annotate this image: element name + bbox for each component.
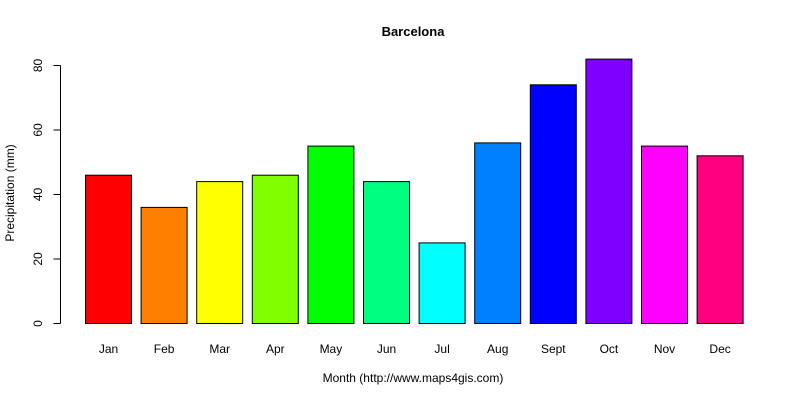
- x-tick-label: Oct: [600, 342, 619, 356]
- x-tick-label: Apr: [266, 342, 285, 356]
- bar-nov: [641, 145, 688, 324]
- x-tick-label: Aug: [487, 342, 508, 356]
- y-tick-label: 80: [31, 59, 45, 73]
- bar-apr: [251, 174, 299, 324]
- bars: [85, 58, 744, 324]
- bar-feb: [140, 206, 188, 324]
- y-axis-label: Precipitation (mm): [3, 144, 17, 241]
- x-tick-label: May: [320, 342, 343, 356]
- y-axis: 0 20 40 60 80: [31, 59, 61, 327]
- bar-mar: [196, 181, 244, 324]
- y-tick-label: 40: [31, 188, 45, 202]
- x-tick-label: Mar: [209, 342, 230, 356]
- chart-title: Barcelona: [382, 24, 446, 39]
- x-tick-label: Jul: [434, 342, 449, 356]
- bar-jun: [363, 181, 410, 324]
- bar-aug: [474, 142, 522, 324]
- bar-may: [307, 145, 355, 324]
- x-tick-label: Nov: [654, 342, 675, 356]
- x-tick-label: Feb: [154, 342, 175, 356]
- x-tick-label: Sept: [541, 342, 566, 356]
- bar-oct: [585, 58, 633, 324]
- x-tick-labels: Jan Feb Mar Apr May Jun Jul Aug Sept Oct Nov Dec: [99, 342, 731, 356]
- x-tick-label: Jun: [377, 342, 396, 356]
- bar-jan: [85, 174, 132, 324]
- bar-sept: [529, 84, 577, 324]
- x-tick-label: Dec: [709, 342, 730, 356]
- y-tick-label: 0: [31, 320, 45, 327]
- y-tick-label: 20: [31, 252, 45, 266]
- y-tick-label: 60: [31, 123, 45, 137]
- bar-jul: [418, 242, 466, 324]
- bar-dec: [696, 155, 744, 324]
- x-axis-label: Month (http://www.maps4gis.com): [323, 371, 504, 385]
- x-tick-label: Jan: [99, 342, 118, 356]
